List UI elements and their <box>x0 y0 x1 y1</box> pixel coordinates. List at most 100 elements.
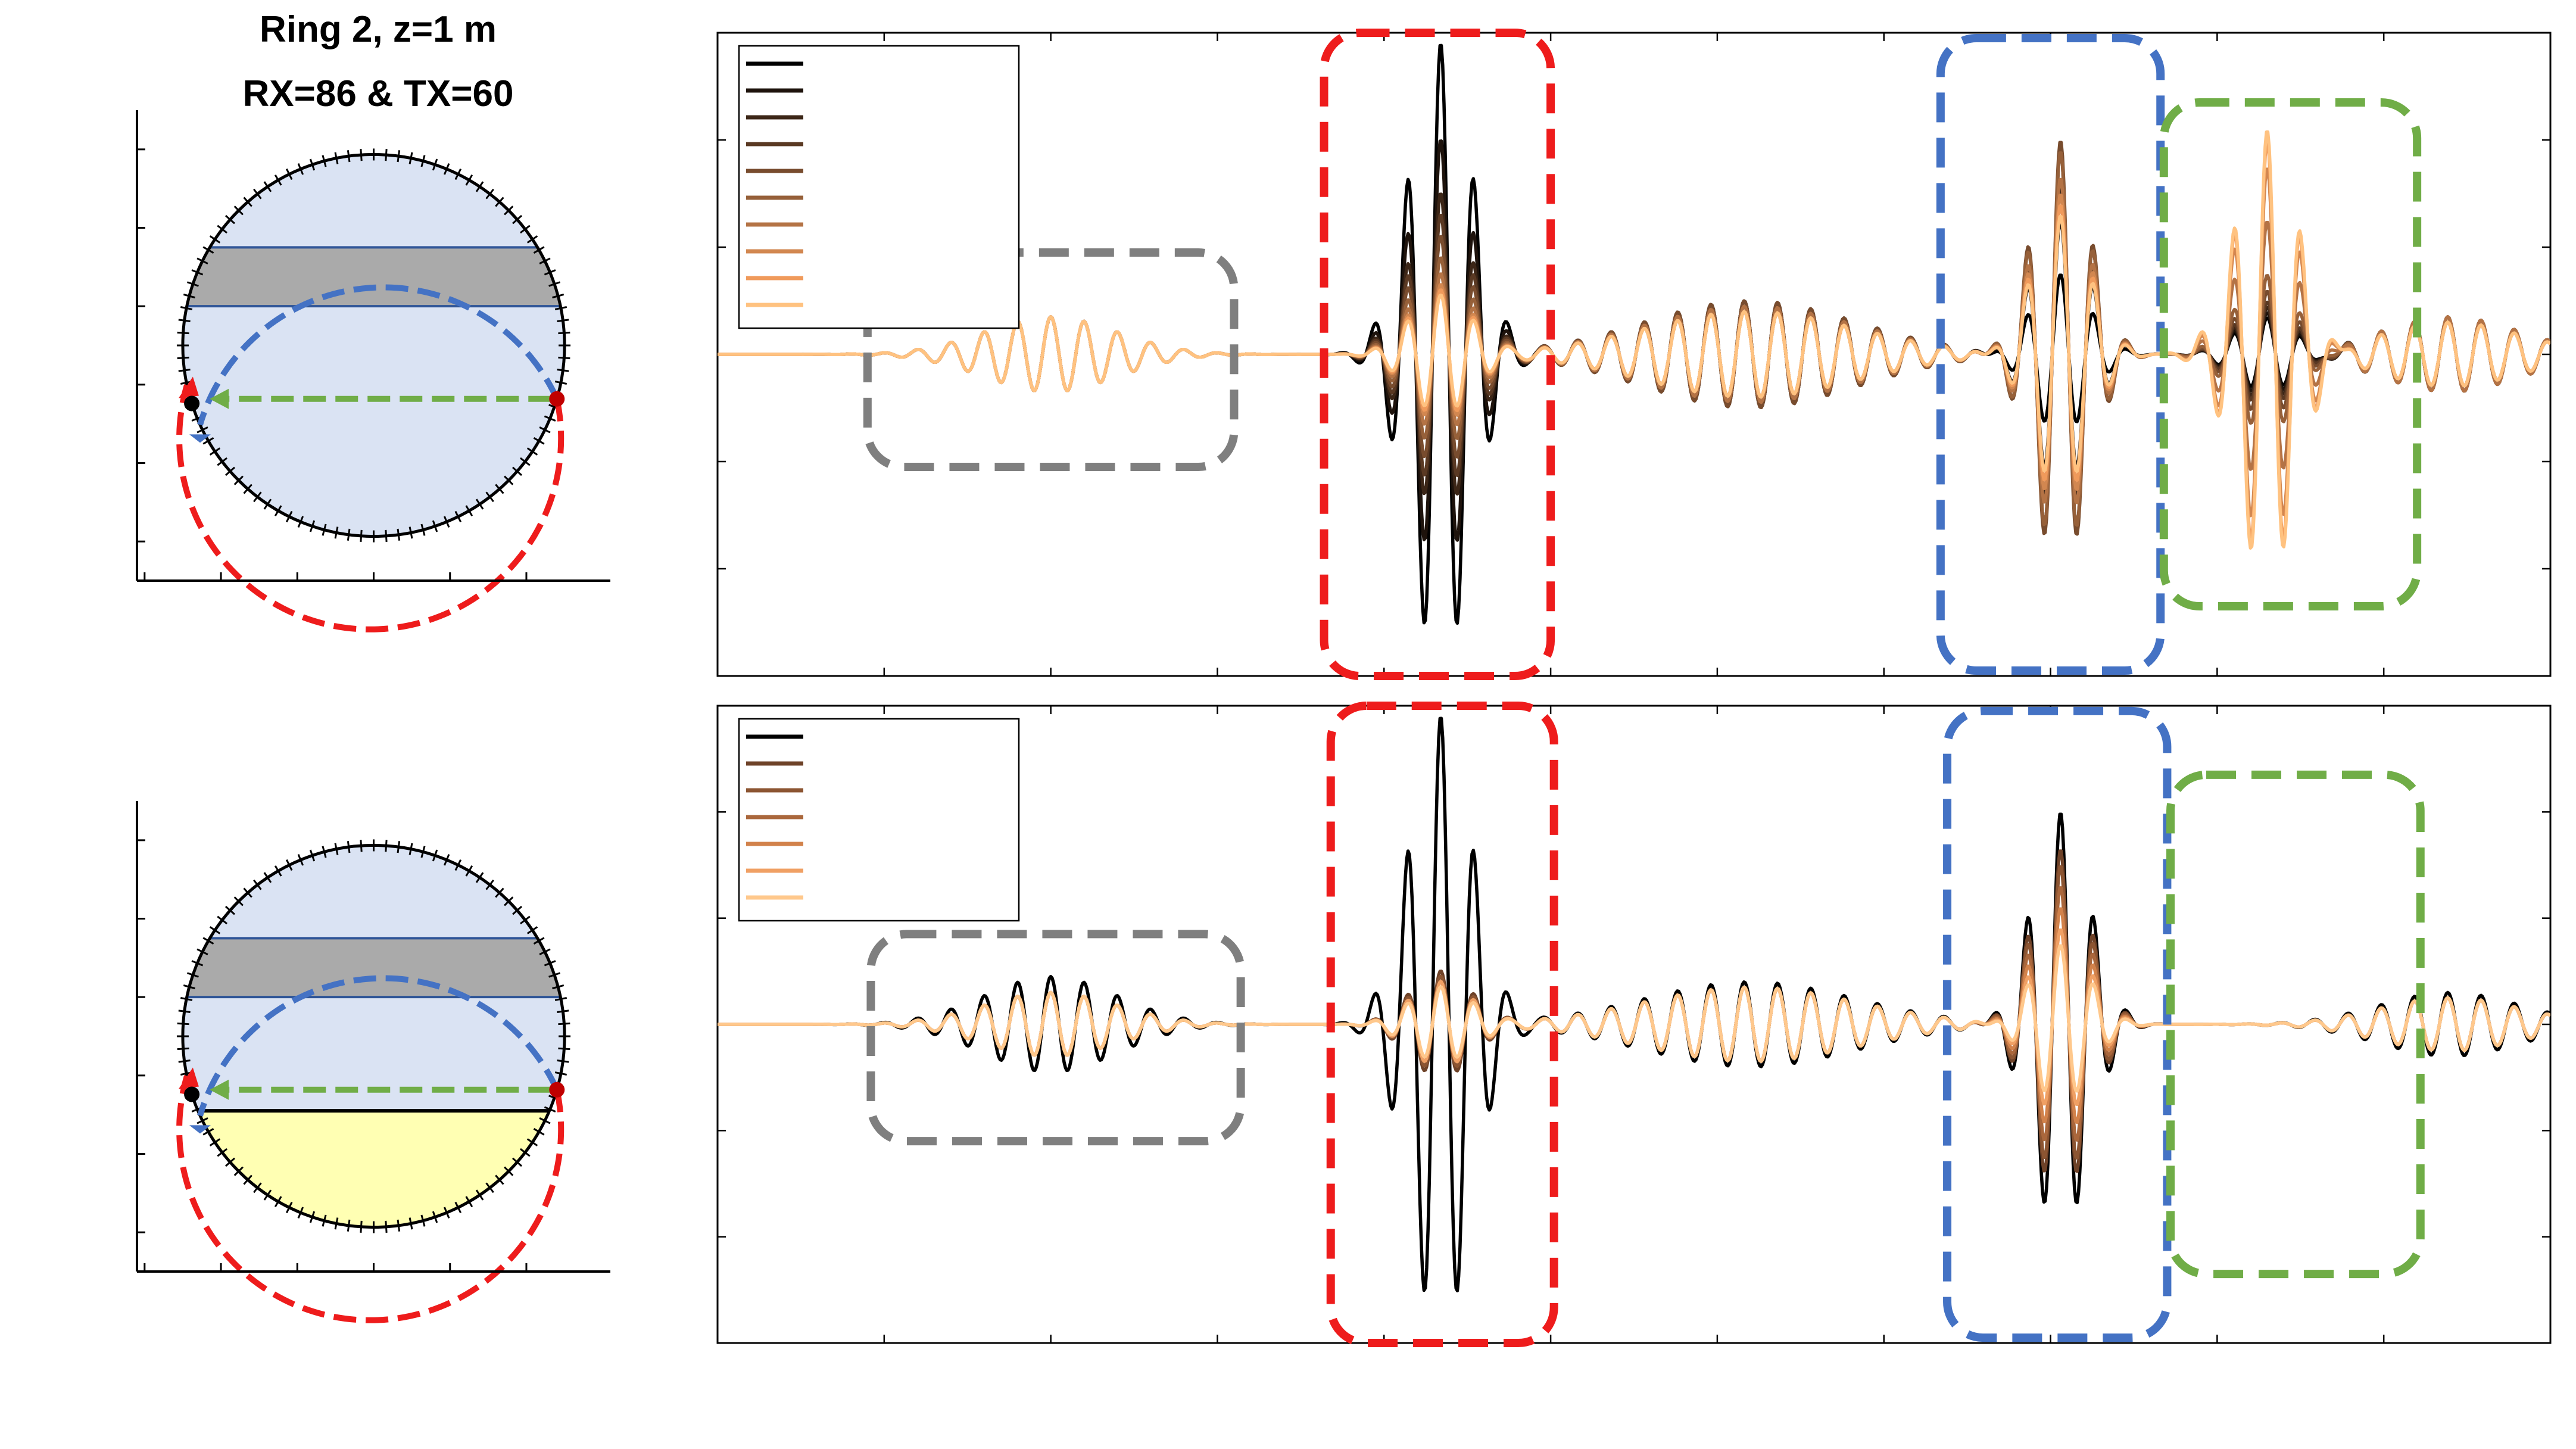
sensor-tick <box>202 1127 214 1136</box>
sensor-tick <box>309 158 316 171</box>
sensor-tick <box>519 915 531 925</box>
green-arrowhead <box>210 1079 229 1100</box>
series-group <box>718 43 2550 625</box>
sensor-tick <box>243 197 252 207</box>
sensor-tick <box>347 150 351 163</box>
sensor-tick <box>432 158 438 171</box>
sensor-tick <box>309 1211 316 1223</box>
sensor-tick <box>504 896 514 906</box>
sensor-tick <box>253 879 262 890</box>
sensor-tick <box>186 281 199 287</box>
sensor-tick <box>263 872 272 883</box>
annotation-box <box>2159 98 2422 610</box>
sensor-tick <box>285 510 293 523</box>
sensor-tick <box>519 225 531 234</box>
sensor-tick <box>485 188 494 200</box>
blue-arrowhead <box>189 434 211 443</box>
sensor-tick <box>485 1182 494 1194</box>
sensor-tick <box>475 1189 484 1201</box>
sensor-tick <box>512 214 523 225</box>
sensor-tick <box>465 865 473 877</box>
sensor-tick <box>557 319 569 322</box>
sensor-tick <box>475 181 484 192</box>
sensor-tick <box>322 1214 327 1227</box>
annotation-box <box>1320 29 1555 680</box>
sensor-tick <box>309 520 316 532</box>
sensor-tick <box>443 854 450 866</box>
sensor-tick <box>454 168 462 180</box>
sensor-tick <box>334 843 339 855</box>
sensor-tick <box>178 319 191 322</box>
sensor-tick <box>177 356 189 360</box>
sensor-tick <box>432 1211 438 1223</box>
sensor-tick <box>554 1071 567 1076</box>
sensor-tick <box>432 520 438 532</box>
sensor-tick <box>420 155 426 167</box>
sensor-tick <box>512 466 523 476</box>
sensor-tick <box>233 896 244 906</box>
sensor-tick <box>224 1157 235 1167</box>
sensor-tick <box>557 1060 569 1063</box>
sensor-tick <box>533 937 545 945</box>
sensor-tick <box>191 269 204 276</box>
sensor-tick <box>233 475 244 485</box>
sensor-tick <box>554 997 567 1001</box>
sensor-tick <box>202 437 214 445</box>
sensor-tick <box>465 174 473 186</box>
sensor-tick <box>544 960 556 967</box>
sensor-tick <box>544 269 556 276</box>
series-group <box>718 716 2550 1293</box>
sensor-tick <box>512 905 523 915</box>
sensor-tick <box>408 1217 413 1230</box>
series-line <box>718 130 2550 550</box>
sensor-tick <box>557 369 569 372</box>
transmitter-marker <box>549 391 565 407</box>
sensor-tick <box>519 457 531 466</box>
sensor-tick <box>454 510 462 523</box>
sensor-tick <box>263 181 272 192</box>
sensor-tick <box>334 152 339 164</box>
sensor-tick <box>504 475 514 485</box>
sensor-tick <box>180 306 193 310</box>
sensor-tick <box>443 1207 450 1219</box>
sensor-tick <box>495 197 504 207</box>
sensor-tick <box>297 163 304 175</box>
sensor-tick <box>526 235 538 244</box>
sensor-tick <box>454 1201 462 1214</box>
sensor-tick <box>322 523 327 536</box>
sensor-tick <box>539 1117 551 1124</box>
sensor-tick <box>347 528 351 541</box>
sensor-tick <box>191 960 204 967</box>
sensor-tick <box>197 426 208 434</box>
sensor-tick <box>552 984 565 990</box>
sensor-tick <box>177 331 189 335</box>
sensor-tick <box>197 948 208 955</box>
sensor-tick <box>558 331 570 335</box>
sensor-tick <box>347 1219 351 1232</box>
sensor-tick <box>465 1196 473 1208</box>
oil-layer <box>182 247 565 307</box>
sensor-tick <box>397 841 401 853</box>
sensor-tick <box>475 872 484 883</box>
sensor-tick <box>178 1009 191 1013</box>
sensor-tick <box>526 1138 538 1146</box>
sensor-tick <box>432 849 438 862</box>
annotation-box <box>1326 702 1558 1347</box>
sensor-tick <box>408 526 413 539</box>
sensor-tick <box>420 1214 426 1227</box>
red-lower-path <box>176 384 565 632</box>
sensor-tick <box>475 498 484 510</box>
ring-diagram-top <box>136 110 610 632</box>
sensor-tick <box>233 1166 244 1176</box>
sensor-tick <box>558 1022 570 1026</box>
sensor-tick <box>544 415 556 422</box>
sensor-tick <box>253 491 262 503</box>
receiver-marker <box>184 395 200 412</box>
sensor-tick <box>397 1219 401 1232</box>
red-arrowhead <box>178 1067 199 1089</box>
sensor-tick <box>209 235 221 244</box>
annotation-box <box>863 248 1239 471</box>
sensor-tick <box>322 846 327 858</box>
sensor-tick <box>397 528 401 541</box>
sensor-tick <box>233 205 244 216</box>
